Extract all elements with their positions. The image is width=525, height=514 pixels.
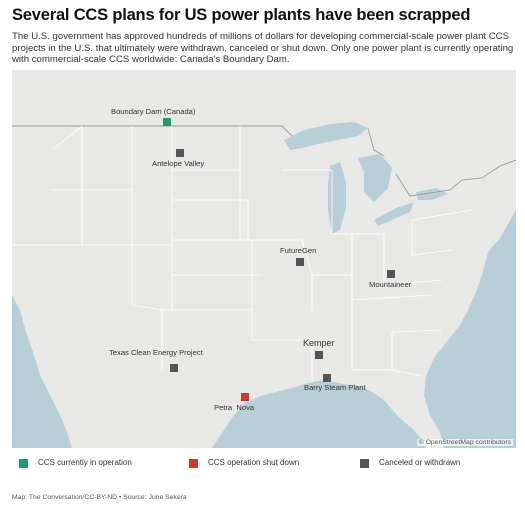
plant-marker-mountaineer[interactable] xyxy=(387,270,395,278)
atlantic-ocean xyxy=(424,210,516,448)
plant-marker-boundary-dam[interactable] xyxy=(163,118,171,126)
state-borders xyxy=(12,125,473,380)
map-legend: CCS currently in operation CCS operation… xyxy=(0,457,525,471)
source-note: Map: The Conversation/CC-BY-ND • Source:… xyxy=(12,494,187,501)
plant-label-barry-steam-plant: Barry Steam Plant xyxy=(304,383,366,392)
lake-ontario xyxy=(416,188,448,200)
plant-label-futuregen: FutureGen xyxy=(280,246,317,255)
page-subtitle: The U.S. government has approved hundred… xyxy=(12,31,514,66)
plant-label-kemper: Kemper xyxy=(303,338,335,348)
plant-label-boundary-dam: Boundary Dam (Canada) xyxy=(111,107,196,116)
lake-michigan xyxy=(328,162,346,234)
map-attribution[interactable]: © OpenStreetMap contributors xyxy=(416,439,513,446)
plant-marker-kemper[interactable] xyxy=(315,351,323,359)
lake-superior xyxy=(284,122,368,150)
map-panel[interactable]: Boundary Dam (Canada) Antelope Valley Fu… xyxy=(12,70,516,448)
plant-marker-texas-clean-energy[interactable] xyxy=(170,364,178,372)
page-title: Several CCS plans for US power plants ha… xyxy=(12,6,471,24)
basemap xyxy=(12,122,516,448)
gulf-of-mexico xyxy=(212,380,426,448)
plant-marker-futuregen[interactable] xyxy=(296,258,304,266)
plant-marker-petra-nova[interactable] xyxy=(241,393,249,401)
plant-label-texas-clean-energy: Texas Clean Energy Project xyxy=(109,348,203,357)
legend-label-operating: CCS currently in operation xyxy=(38,458,132,467)
plant-label-mountaineer: Mountaineer xyxy=(369,280,412,289)
lake-erie xyxy=(374,202,414,226)
plant-label-petra-nova: Petra Nova xyxy=(214,403,255,412)
legend-swatch-operating xyxy=(19,459,28,468)
pacific-ocean xyxy=(12,295,72,448)
legend-label-shut-down: CCS operation shut down xyxy=(208,458,300,467)
lake-huron xyxy=(358,154,392,202)
plant-marker-antelope-valley[interactable] xyxy=(176,149,184,157)
legend-swatch-shut-down xyxy=(189,459,198,468)
country-border xyxy=(12,125,516,197)
plant-label-antelope-valley: Antelope Valley xyxy=(152,159,205,168)
legend-label-canceled: Canceled or withdrawn xyxy=(379,458,461,467)
plant-marker-barry-steam-plant[interactable] xyxy=(323,374,331,382)
legend-swatch-canceled xyxy=(360,459,369,468)
